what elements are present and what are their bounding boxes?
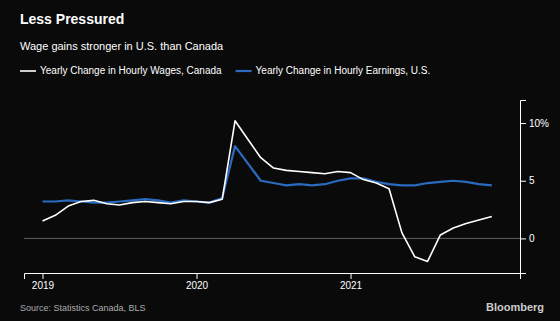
y-axis: 0 5 10% — [520, 101, 549, 274]
x-tick: 2019 — [32, 273, 55, 291]
x-tick: 2020 — [186, 273, 209, 291]
legend-item: Yearly Change in Hourly Earnings, U.S. — [236, 65, 431, 76]
x-tick-mark — [42, 273, 43, 279]
legend: Yearly Change in Hourly Wages, Canada Yea… — [20, 65, 430, 76]
y-tick: 5 — [520, 175, 535, 186]
y-tick-mark — [520, 181, 526, 182]
legend-swatch — [236, 70, 252, 72]
y-axis-line — [521, 101, 527, 274]
y-tick: 0 — [520, 233, 535, 244]
subtitle: Wage gains stronger in U.S. than Canada — [20, 40, 224, 52]
y-tick-mark — [520, 123, 526, 124]
plot: 2019 2020 2021 0 5 10% — [24, 101, 549, 292]
y-tick-label: 0 — [529, 233, 535, 244]
x-axis-line — [25, 274, 521, 280]
source: Source: Statistics Canada, BLS — [20, 303, 146, 313]
x-tick-mark — [197, 273, 198, 279]
x-tick-label: 2021 — [340, 280, 363, 291]
x-tick-label: 2020 — [186, 280, 209, 291]
x-tick-label: 2019 — [32, 280, 55, 291]
zero-line — [24, 238, 520, 239]
chart: Less Pressured Wage gains stronger in U.S… — [0, 0, 560, 321]
legend-swatch — [20, 70, 36, 72]
y-tick: 10% — [520, 118, 549, 129]
x-tick-mark — [351, 273, 352, 279]
title: Less Pressured — [20, 11, 124, 27]
x-tick: 2021 — [340, 273, 363, 291]
legend-item: Yearly Change in Hourly Wages, Canada — [20, 65, 222, 76]
branding: Bloomberg — [486, 301, 544, 313]
lines — [42, 121, 491, 262]
y-tick-label: 5 — [529, 175, 535, 186]
x-axis: 2019 2020 2021 — [25, 273, 521, 291]
background — [0, 0, 560, 321]
series-line — [42, 146, 491, 203]
legend-label: Yearly Change in Hourly Wages, Canada — [40, 65, 222, 76]
legend-label: Yearly Change in Hourly Earnings, U.S. — [256, 65, 431, 76]
series-line — [42, 121, 491, 262]
y-tick-label: 10% — [529, 118, 549, 129]
y-tick-mark — [520, 238, 526, 239]
